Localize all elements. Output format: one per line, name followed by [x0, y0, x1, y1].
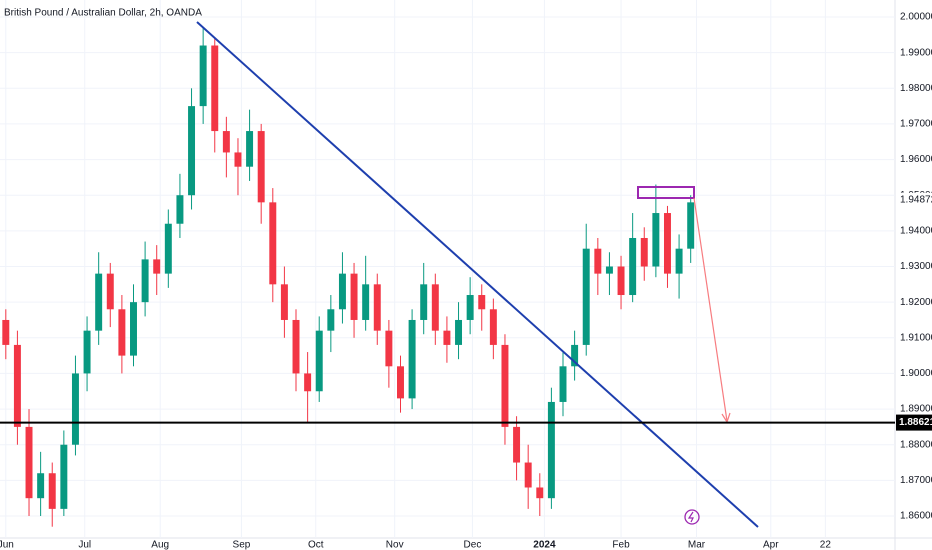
- candle-body: [408, 319, 416, 399]
- candle-body: [652, 213, 660, 267]
- candle-body: [385, 330, 393, 367]
- x-tick-label: Jul: [78, 540, 91, 550]
- candle-body: [466, 295, 474, 320]
- event-bolt: [687, 511, 694, 523]
- level-label-box: [896, 414, 932, 431]
- plot: [0, 0, 895, 538]
- candle-body: [211, 45, 219, 132]
- candle-body: [663, 213, 671, 274]
- event-icon: [684, 509, 700, 525]
- level-label: 1.88621: [899, 417, 932, 428]
- y-tick-label: 1.89000: [900, 404, 932, 415]
- candle-body: [269, 202, 277, 285]
- candle-body: [536, 487, 544, 499]
- y-tick-label: 1.86000: [900, 511, 932, 522]
- trend-line: [196, 21, 759, 528]
- candle-body: [513, 426, 521, 463]
- zone-rectangle: [637, 186, 695, 199]
- candle-body: [350, 273, 358, 320]
- x-tick-label: Oct: [308, 540, 324, 550]
- x-tick-label: Apr: [763, 540, 779, 550]
- chart-title: British Pound / Australian Dollar, 2h, O…: [4, 8, 202, 19]
- y-tick-label: 1.93000: [900, 261, 932, 272]
- candle-body: [48, 473, 56, 509]
- candle-body: [362, 284, 370, 320]
- candle-body: [315, 330, 323, 392]
- y-tick-label: 1.97000: [900, 119, 932, 130]
- candle-body: [327, 309, 335, 331]
- x-tick-label: 22: [820, 540, 832, 550]
- candle-body: [304, 373, 312, 392]
- candle-body: [164, 223, 172, 274]
- candle-body: [257, 131, 265, 203]
- x-tick-label: Nov: [386, 540, 404, 550]
- y-tick-label: 1.90000: [900, 368, 932, 379]
- candle-body: [25, 426, 33, 499]
- candle-body: [629, 237, 637, 296]
- candle-body: [106, 273, 114, 310]
- x-tick-label: 2024: [533, 540, 556, 550]
- candle-body: [687, 202, 695, 249]
- candle-body: [60, 444, 68, 509]
- candle-body: [199, 45, 207, 107]
- candle-body: [292, 319, 300, 374]
- candle-body: [130, 302, 137, 356]
- candle-body: [640, 237, 648, 267]
- candle-body: [83, 330, 91, 374]
- candle-body: [420, 284, 428, 320]
- x-tick-label: Dec: [464, 540, 482, 550]
- marker-label-box: [896, 192, 932, 207]
- candle-body: [617, 266, 625, 296]
- candle-body: [95, 273, 103, 331]
- x-tick-label: Aug: [151, 540, 169, 550]
- candle-body: [153, 259, 161, 274]
- y-tick-label: 2.00000: [900, 12, 932, 23]
- candle-body: [501, 344, 509, 427]
- y-tick-label: 1.96000: [900, 154, 932, 165]
- candle-body: [234, 152, 242, 167]
- candle-body: [594, 248, 602, 274]
- candle-body: [571, 344, 579, 367]
- candle-body: [675, 248, 683, 274]
- candle-body: [582, 248, 590, 345]
- candle-body: [431, 284, 439, 331]
- y-tick-label: 1.98000: [900, 83, 932, 94]
- candle-body: [478, 295, 486, 310]
- y-tick-label: 1.99000: [900, 47, 932, 58]
- y-tick-label: 1.87000: [900, 475, 932, 486]
- candle-body: [246, 131, 254, 167]
- candle-body: [280, 284, 288, 320]
- candle-body: [547, 401, 555, 499]
- projection-arrow: [693, 197, 728, 422]
- candle-body: [176, 195, 184, 224]
- candle-body: [397, 366, 404, 399]
- candle-body: [443, 330, 451, 345]
- candle-body: [13, 344, 21, 427]
- candle-body: [71, 373, 79, 445]
- y-tick-label: 1.88000: [900, 439, 932, 450]
- x-tick-label: Jun: [0, 540, 14, 550]
- x-tick-label: Feb: [612, 540, 630, 550]
- candle-body: [489, 309, 497, 345]
- candle-body: [338, 273, 346, 310]
- x-tick-label: Mar: [688, 540, 706, 550]
- y-tick-label: 1.92000: [900, 297, 932, 308]
- candle-body: [222, 131, 230, 153]
- candle-body: [559, 366, 567, 402]
- candle-body: [2, 319, 10, 345]
- candle-body: [605, 266, 613, 274]
- candle-body: [524, 462, 532, 488]
- x-tick-label: Sep: [233, 540, 251, 550]
- candle-body: [37, 473, 45, 499]
- y-tick-label: 1.91000: [900, 332, 932, 343]
- candle-body: [118, 309, 126, 356]
- y-tick-label: 1.94000: [900, 226, 932, 237]
- candle-body: [141, 259, 149, 303]
- candle-body: [373, 284, 381, 331]
- marker-label: 1.94872: [900, 194, 932, 205]
- candle-body: [455, 319, 463, 345]
- candle-body: [188, 106, 196, 196]
